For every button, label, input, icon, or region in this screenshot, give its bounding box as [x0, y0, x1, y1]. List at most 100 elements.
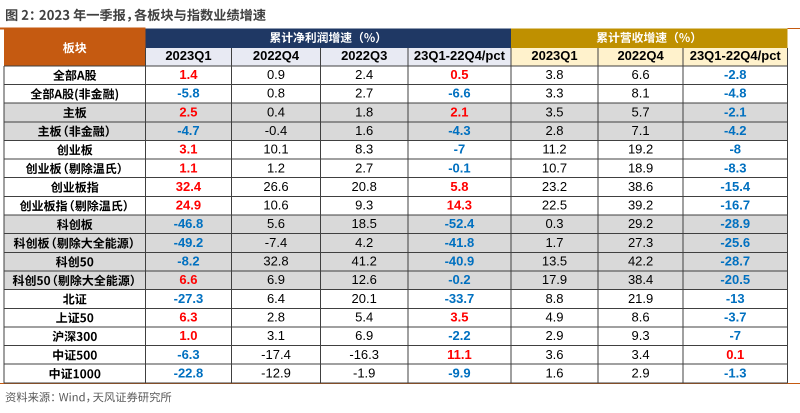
svg-text:1.4: 1.4	[179, 67, 198, 82]
svg-text:-33.7: -33.7	[445, 291, 475, 306]
svg-text:32.4: 32.4	[176, 179, 202, 194]
svg-text:0.3: 0.3	[545, 216, 563, 231]
svg-text:2.8: 2.8	[267, 309, 285, 324]
svg-text:2022Q4: 2022Q4	[253, 48, 300, 63]
svg-text:8.8: 8.8	[545, 291, 563, 306]
svg-text:-9.9: -9.9	[448, 365, 470, 380]
svg-text:18.5: 18.5	[352, 216, 377, 231]
svg-text:-4.3: -4.3	[448, 123, 470, 138]
svg-text:10.6: 10.6	[263, 198, 288, 213]
svg-text:23.2: 23.2	[542, 179, 567, 194]
svg-text:41.2: 41.2	[352, 254, 377, 269]
svg-text:2.7: 2.7	[355, 160, 373, 175]
svg-text:39.2: 39.2	[628, 198, 653, 213]
svg-text:-8.3: -8.3	[724, 160, 746, 175]
svg-text:3.4: 3.4	[632, 347, 650, 362]
svg-text:0.1: 0.1	[726, 347, 744, 362]
svg-text:0.8: 0.8	[267, 86, 285, 101]
svg-text:24.9: 24.9	[176, 198, 201, 213]
svg-text:3.1: 3.1	[267, 328, 285, 343]
svg-text:1.6: 1.6	[545, 365, 563, 380]
svg-text:-17.4: -17.4	[261, 347, 291, 362]
svg-text:20.1: 20.1	[352, 291, 377, 306]
svg-text:-7.4: -7.4	[265, 235, 287, 250]
svg-text:-6.3: -6.3	[177, 347, 199, 362]
svg-text:-27.3: -27.3	[174, 291, 204, 306]
svg-text:-8.2: -8.2	[177, 254, 199, 269]
svg-text:2023Q1: 2023Q1	[531, 48, 577, 63]
svg-text:2.8: 2.8	[545, 123, 563, 138]
svg-text:4.2: 4.2	[355, 235, 373, 250]
svg-text:1.8: 1.8	[355, 104, 373, 119]
svg-text:38.4: 38.4	[628, 272, 653, 287]
svg-text:9.3: 9.3	[355, 198, 373, 213]
svg-text:2.9: 2.9	[632, 365, 650, 380]
svg-text:7.1: 7.1	[632, 123, 650, 138]
svg-text:8.3: 8.3	[355, 142, 373, 157]
svg-text:38.6: 38.6	[628, 179, 653, 194]
svg-text:0.9: 0.9	[267, 67, 285, 82]
svg-text:42.2: 42.2	[628, 254, 653, 269]
svg-text:14.3: 14.3	[447, 198, 472, 213]
svg-text:2.7: 2.7	[355, 86, 373, 101]
svg-text:23Q1-22Q4/pct: 23Q1-22Q4/pct	[690, 48, 782, 63]
svg-text:6.4: 6.4	[267, 291, 285, 306]
svg-text:2022Q3: 2022Q3	[341, 48, 387, 63]
svg-text:-28.7: -28.7	[720, 254, 750, 269]
svg-text:-22.8: -22.8	[174, 365, 204, 380]
svg-text:20.8: 20.8	[352, 179, 377, 194]
svg-text:3.6: 3.6	[545, 347, 563, 362]
svg-text:-2.8: -2.8	[724, 67, 746, 82]
svg-text:6.9: 6.9	[355, 328, 373, 343]
svg-text:-16.7: -16.7	[720, 198, 750, 213]
svg-text:17.9: 17.9	[542, 272, 567, 287]
svg-text:-15.4: -15.4	[720, 179, 750, 194]
svg-text:3.8: 3.8	[545, 67, 563, 82]
svg-text:26.6: 26.6	[263, 179, 288, 194]
svg-text:-20.5: -20.5	[720, 272, 750, 287]
svg-text:8.6: 8.6	[632, 309, 650, 324]
svg-text:12.6: 12.6	[352, 272, 377, 287]
svg-text:2.5: 2.5	[179, 104, 197, 119]
svg-text:6.9: 6.9	[267, 272, 285, 287]
svg-text:2.1: 2.1	[450, 104, 468, 119]
svg-text:-49.2: -49.2	[174, 235, 204, 250]
svg-text:2023Q1: 2023Q1	[165, 48, 211, 63]
svg-text:6.6: 6.6	[179, 272, 197, 287]
svg-text:-46.8: -46.8	[174, 216, 204, 231]
svg-text:21.9: 21.9	[628, 291, 653, 306]
svg-text:-0.1: -0.1	[448, 160, 470, 175]
svg-text:1.1: 1.1	[179, 160, 197, 175]
svg-text:-7: -7	[454, 142, 466, 157]
svg-text:-5.8: -5.8	[177, 86, 199, 101]
svg-text:-41.8: -41.8	[445, 235, 475, 250]
svg-text:-13: -13	[726, 291, 745, 306]
svg-text:10.1: 10.1	[263, 142, 288, 157]
svg-text:1.7: 1.7	[545, 235, 563, 250]
svg-text:27.3: 27.3	[628, 235, 653, 250]
svg-text:0.5: 0.5	[450, 67, 468, 82]
svg-text:-6.6: -6.6	[448, 86, 470, 101]
svg-text:-0.4: -0.4	[265, 123, 287, 138]
svg-text:-40.9: -40.9	[445, 254, 475, 269]
svg-text:2.9: 2.9	[545, 328, 563, 343]
svg-text:22.5: 22.5	[542, 198, 567, 213]
svg-text:-3.7: -3.7	[724, 309, 746, 324]
svg-text:5.6: 5.6	[267, 216, 285, 231]
svg-text:11.1: 11.1	[447, 347, 472, 362]
svg-text:1.6: 1.6	[355, 123, 373, 138]
svg-text:-2.2: -2.2	[448, 328, 470, 343]
svg-text:-1.3: -1.3	[724, 365, 746, 380]
svg-text:5.4: 5.4	[355, 309, 373, 324]
svg-text:5.8: 5.8	[450, 179, 468, 194]
svg-text:5.7: 5.7	[632, 104, 650, 119]
svg-text:-4.8: -4.8	[724, 86, 746, 101]
svg-text:9.3: 9.3	[632, 328, 650, 343]
svg-text:2.4: 2.4	[355, 67, 373, 82]
svg-text:11.2: 11.2	[542, 142, 566, 157]
svg-text:-0.2: -0.2	[448, 272, 470, 287]
svg-text:1.0: 1.0	[179, 328, 197, 343]
svg-text:3.5: 3.5	[545, 104, 563, 119]
svg-text:4.9: 4.9	[545, 309, 563, 324]
svg-text:-28.9: -28.9	[720, 216, 750, 231]
